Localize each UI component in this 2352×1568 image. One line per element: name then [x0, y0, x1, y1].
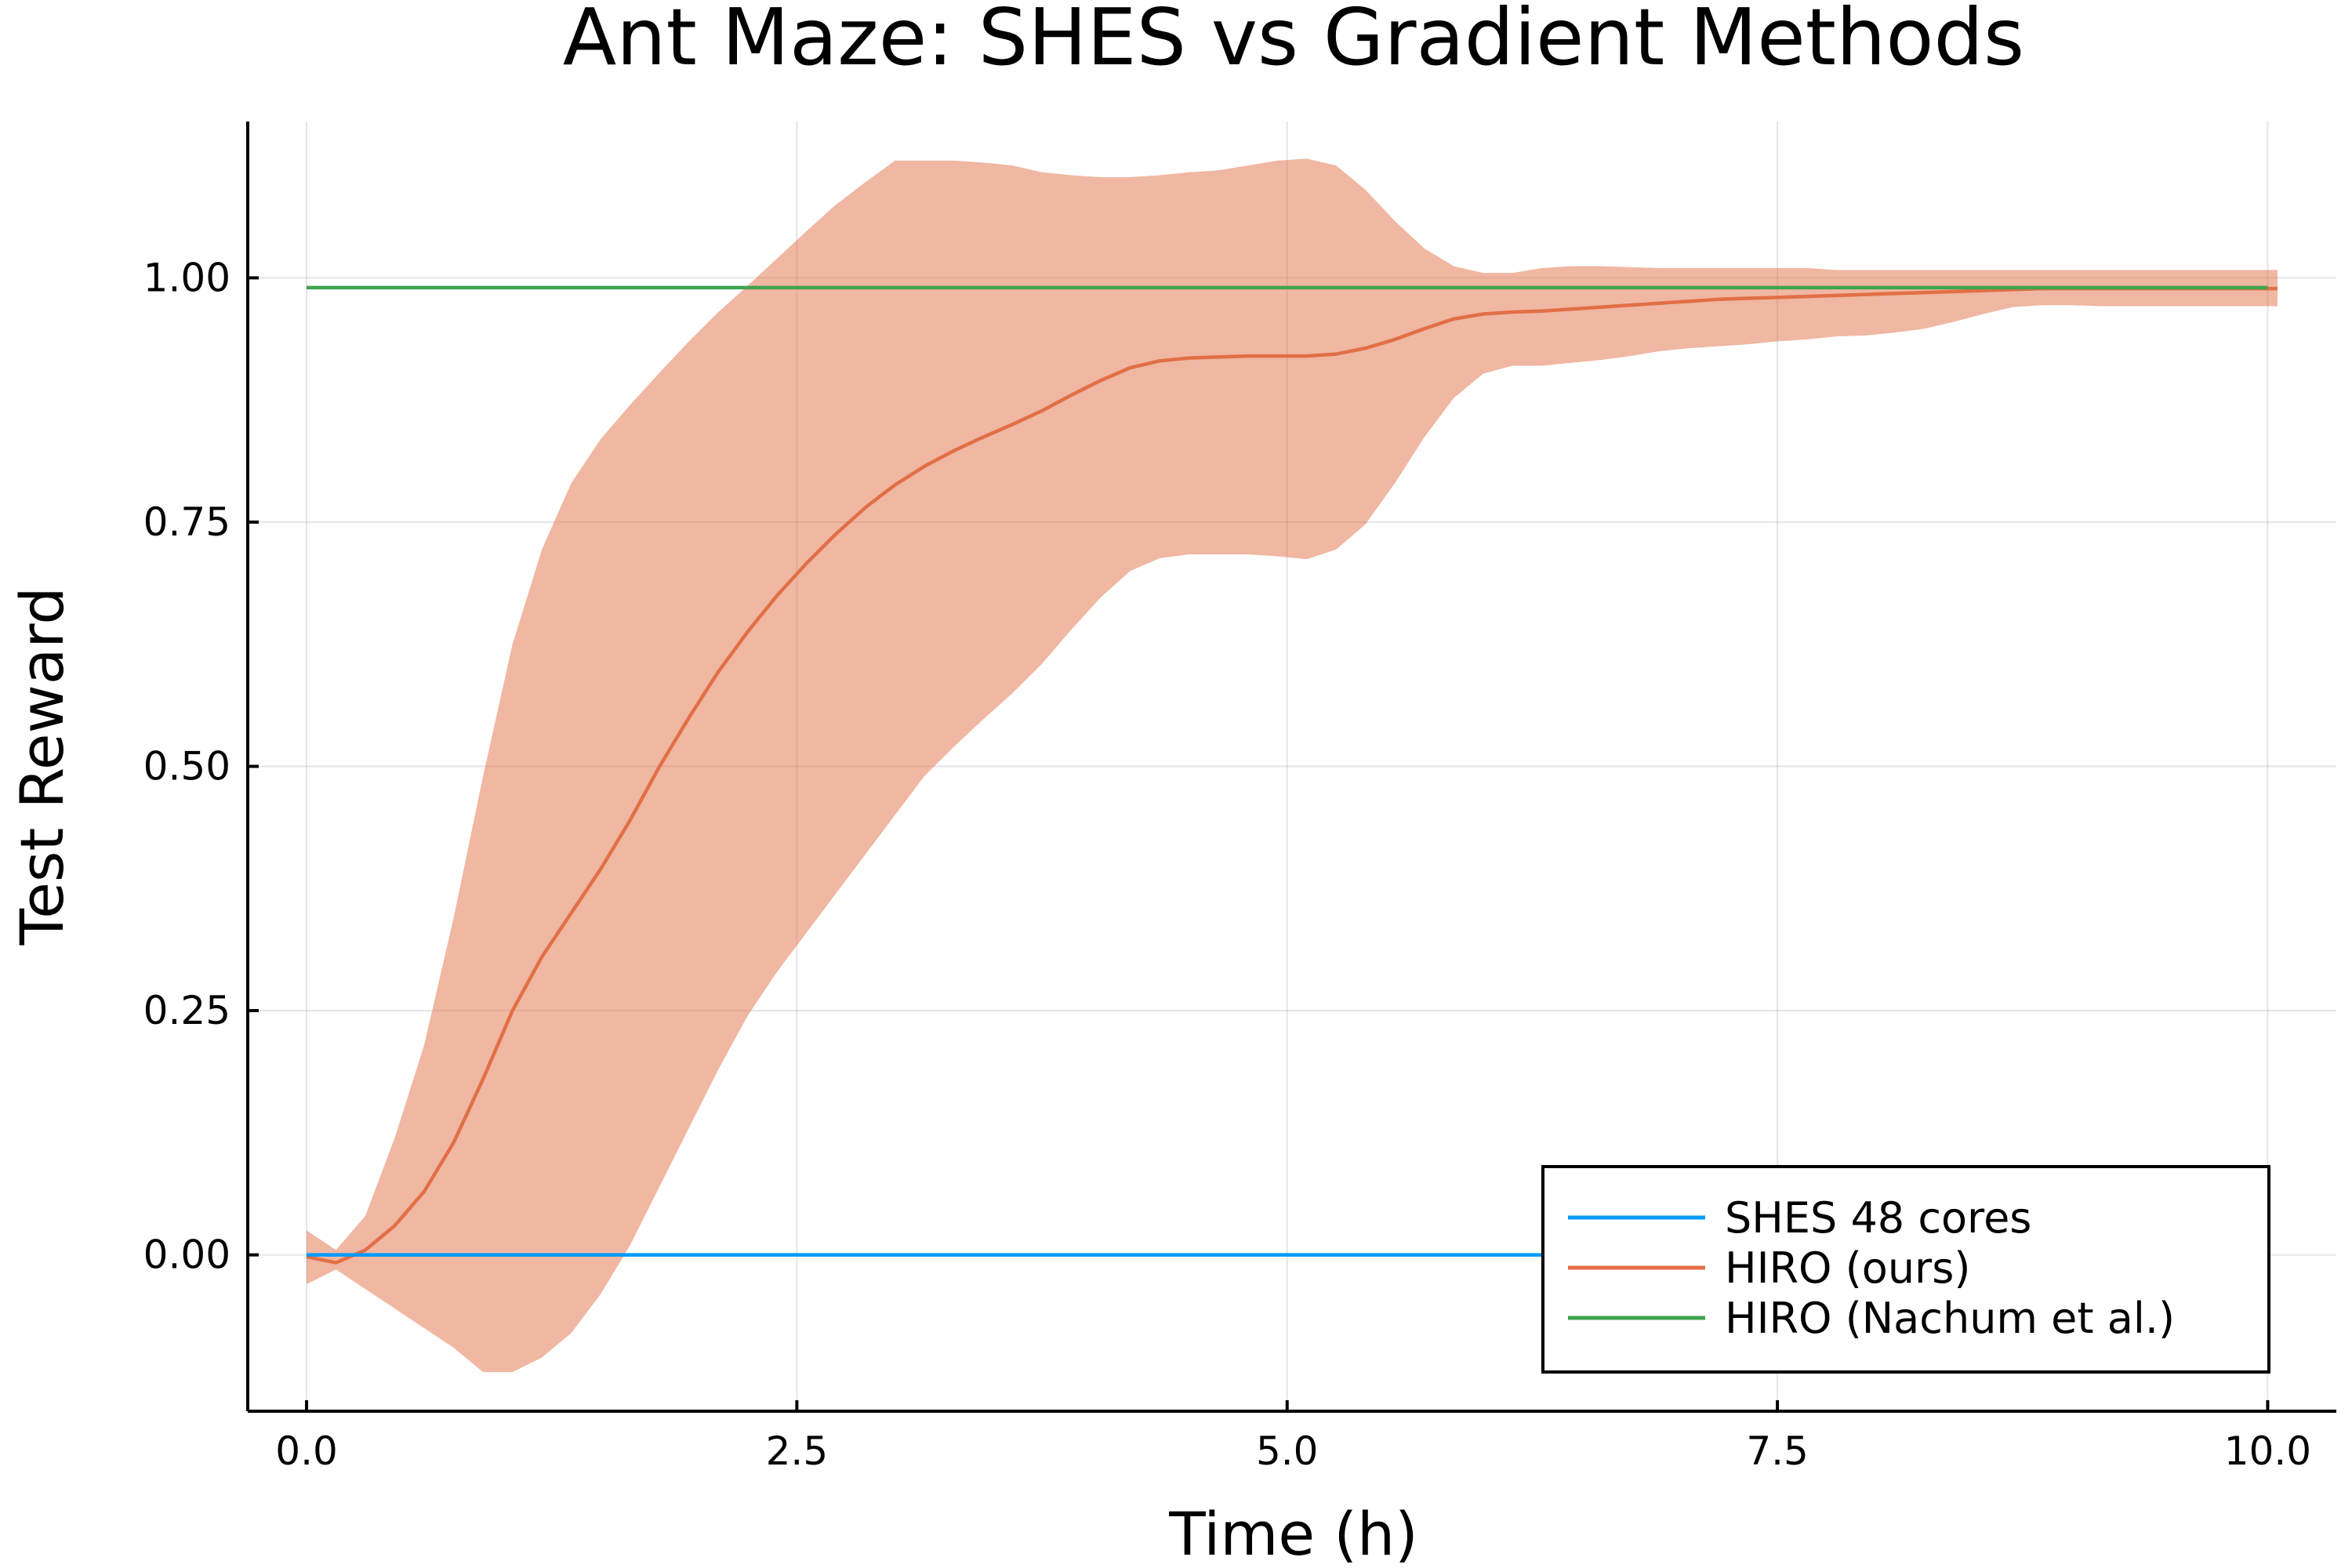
- series-line: [306, 286, 2278, 1265]
- legend-label: SHES 48 cores: [1725, 1193, 2031, 1243]
- y-tick-label: 0.00: [143, 1232, 230, 1278]
- x-axis-label: Time (h): [1168, 1499, 1418, 1568]
- x-tick-label: 10.0: [2224, 1428, 2311, 1474]
- y-tick-label: 0.25: [143, 988, 230, 1033]
- legend-label: HIRO (Nachum et al.): [1725, 1294, 2175, 1343]
- y-axis-label: Test Reward: [7, 587, 77, 946]
- x-tick-label: 5.0: [1256, 1428, 1319, 1474]
- x-ticks: 0.0 2.5 5.0 7.5 10.0: [275, 1400, 2311, 1474]
- y-ticks: 0.00 0.25 0.50 0.75 1.00: [143, 255, 259, 1278]
- confidence-bands: [307, 158, 2278, 1373]
- x-tick-label: 0.0: [275, 1428, 338, 1474]
- confidence-band: [307, 158, 2278, 1373]
- x-tick-label: 7.5: [1746, 1428, 1809, 1474]
- chart-title: Ant Maze: SHES vs Gradient Methods: [563, 0, 2024, 83]
- x-tick-label: 2.5: [766, 1428, 829, 1474]
- y-tick-label: 1.00: [143, 255, 230, 300]
- y-tick-label: 0.75: [143, 499, 230, 545]
- y-tick-label: 0.50: [143, 744, 230, 789]
- legend-label: HIRO (ours): [1725, 1243, 1970, 1293]
